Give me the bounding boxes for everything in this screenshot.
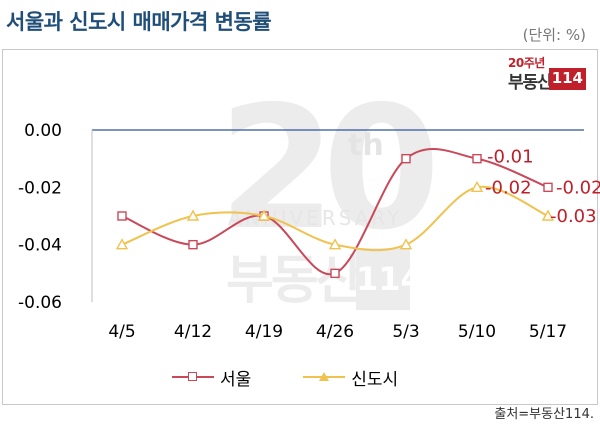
data-point-seoul (472, 153, 482, 164)
y-tick-label: -0.02 (18, 178, 62, 198)
data-point-seoul (330, 268, 340, 279)
legend-label-seoul: 서울 (220, 369, 252, 390)
data-label: -0.03 (550, 206, 597, 227)
data-point-seoul (401, 153, 411, 164)
chart-frame (2, 49, 598, 405)
data-label: -0.02 (485, 177, 532, 198)
source-credit: 출처=부동산114. (494, 407, 594, 422)
data-point-newtown (399, 238, 413, 250)
data-point-newtown (470, 180, 484, 193)
legend-swatch-newtown (303, 370, 346, 384)
logo-number: 114 (548, 68, 586, 90)
legend-label-newtown: 신도시 (351, 369, 399, 390)
y-tick-label: -0.04 (18, 236, 62, 256)
data-point-seoul (117, 211, 127, 221)
y-tick-label: 0.00 (24, 121, 62, 141)
y-tick-label: -0.06 (18, 293, 62, 313)
data-point-newtown (257, 209, 271, 221)
x-tick-label: 5/3 (392, 322, 419, 342)
data-point-newtown (541, 209, 555, 221)
data-label: -0.02 (556, 177, 600, 198)
logo-years-mark: 20주년 (508, 56, 545, 70)
unit-label: (단위: %) (522, 26, 586, 44)
data-label: -0.01 (487, 147, 534, 168)
legend-item-seoul: 서울 (172, 365, 251, 390)
brand-logo: 20주년 부동산 114 (508, 54, 586, 94)
data-point-newtown (115, 238, 129, 250)
chart-title: 서울과 신도시 매매가격 변동률 (6, 10, 272, 34)
data-point-newtown (186, 209, 200, 221)
x-tick-label: 4/5 (108, 322, 135, 342)
data-point-seoul (543, 182, 553, 193)
x-tick-label: 5/17 (529, 322, 567, 342)
data-point-seoul (188, 239, 198, 250)
data-point-newtown (328, 238, 342, 250)
x-tick-label: 4/19 (245, 322, 283, 342)
logo-brand: 부동산 (508, 73, 553, 93)
legend-swatch-seoul (172, 370, 214, 384)
legend-item-newtown: 신도시 (303, 365, 398, 390)
x-tick-label: 4/26 (316, 322, 354, 342)
series-line-seoul (121, 148, 549, 276)
x-tick-label: 4/12 (174, 322, 212, 342)
x-tick-label: 5/10 (458, 322, 496, 342)
legend: 서울 신도시 (172, 365, 450, 390)
